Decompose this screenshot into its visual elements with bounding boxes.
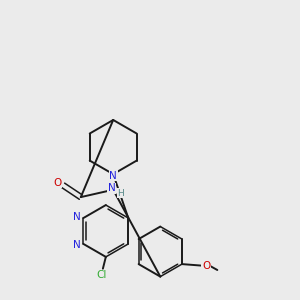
Text: Cl: Cl [97,270,107,280]
Text: O: O [54,178,62,188]
Text: N: N [109,171,117,181]
Text: O: O [202,261,210,271]
Text: H: H [117,189,124,198]
Text: N: N [73,239,81,250]
Text: N: N [108,183,116,193]
Text: N: N [73,212,81,222]
